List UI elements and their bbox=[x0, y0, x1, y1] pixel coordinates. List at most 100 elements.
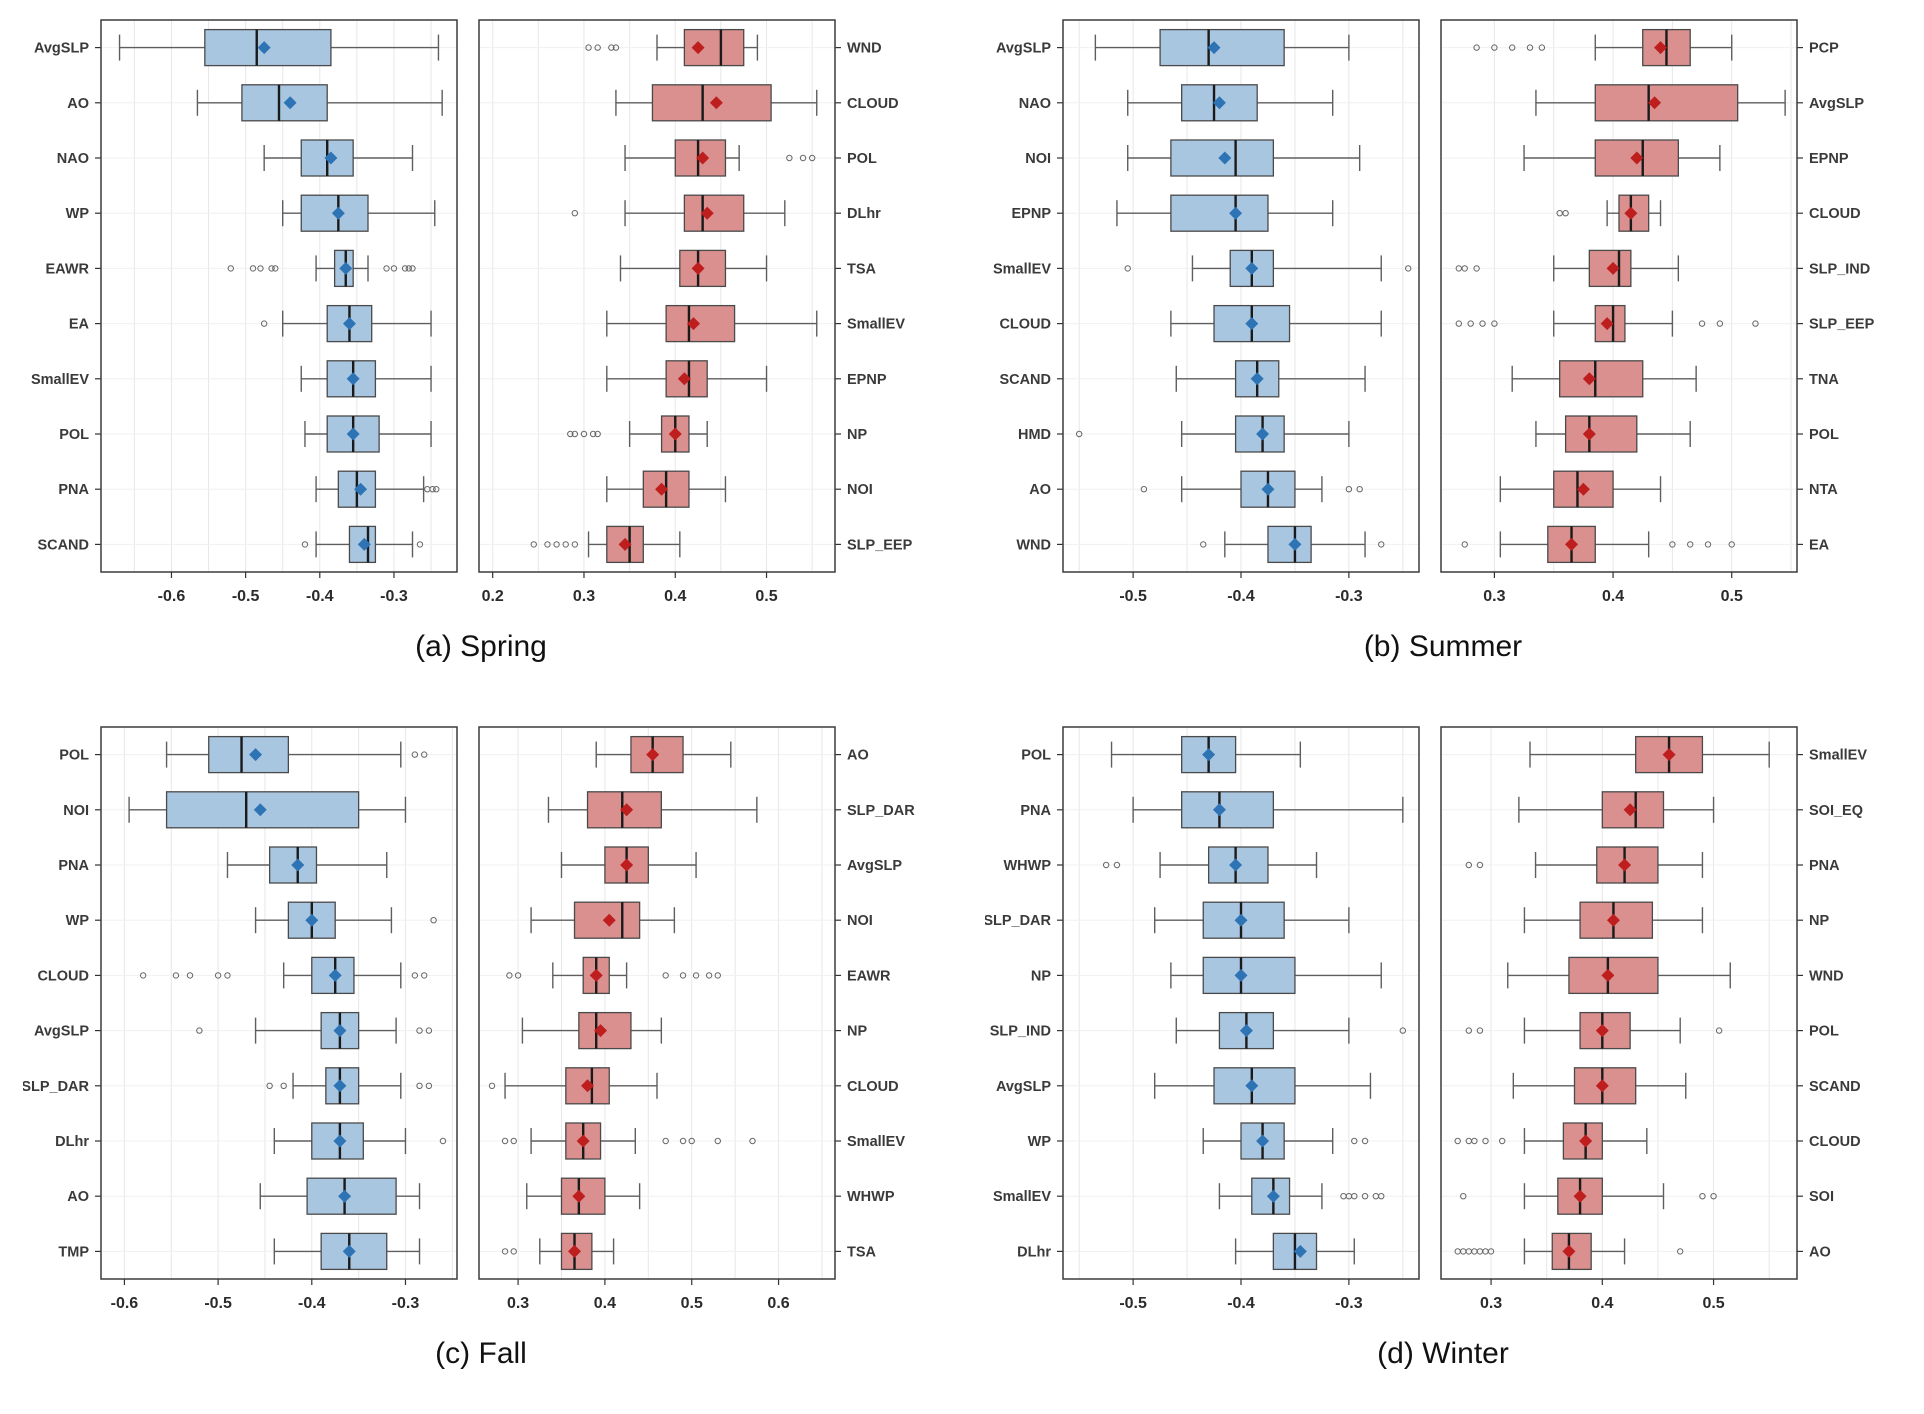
mean-diamond-marker bbox=[253, 803, 267, 817]
mean-diamond-marker bbox=[602, 913, 616, 927]
row-label: DLhr bbox=[55, 1134, 89, 1150]
box-row-TMP: TMP bbox=[58, 1232, 457, 1271]
mean-diamond-marker bbox=[1293, 1244, 1307, 1258]
x-tick-label: -0.3 bbox=[392, 1295, 420, 1312]
outlier-point bbox=[1526, 44, 1534, 51]
row-label: CLOUD bbox=[37, 968, 89, 984]
mean-diamond-marker bbox=[1218, 151, 1232, 165]
outlier-point bbox=[510, 1248, 517, 1255]
outlier-point bbox=[1498, 1137, 1506, 1145]
row-label: SCAND bbox=[1809, 1079, 1861, 1095]
fall-negative-plot: POL NOI PNA WP CLOUD AvgSLP SLP_DAR DLhr AO TMP -0… bbox=[23, 726, 458, 1312]
row-label: TMP bbox=[58, 1244, 89, 1260]
mean-diamond-marker bbox=[291, 858, 305, 872]
row-label: DLhr bbox=[1017, 1244, 1051, 1260]
box-row-WHWP: WHWP bbox=[479, 1177, 895, 1215]
box-row-SLP_EEP: SLP_EEP bbox=[479, 525, 913, 564]
mean-diamond-marker bbox=[1601, 968, 1615, 982]
row-label: CLOUD bbox=[847, 96, 899, 112]
box-row-SmallEV: SmallEV bbox=[31, 360, 457, 398]
outlier-point bbox=[679, 972, 687, 979]
mean-diamond-marker bbox=[1212, 96, 1226, 110]
iqr-box bbox=[683, 194, 745, 232]
x-axis: 0.3 0.4 0.5 bbox=[1483, 572, 1743, 605]
row-label: PCP bbox=[1809, 41, 1839, 57]
row-label: WND bbox=[1016, 537, 1051, 553]
row-label: EPNP bbox=[1012, 206, 1052, 222]
row-label: WND bbox=[847, 41, 882, 57]
iqr-box bbox=[630, 735, 684, 774]
box-row-AvgSLP: AvgSLP bbox=[996, 1067, 1419, 1105]
outlier-point bbox=[1455, 265, 1462, 272]
mean-diamond-marker bbox=[1623, 803, 1637, 817]
row-label: NP bbox=[847, 1024, 867, 1040]
mean-diamond-marker bbox=[1234, 913, 1248, 927]
outlier-point bbox=[562, 541, 569, 548]
box-row-SLP_IND: SLP_IND bbox=[990, 1011, 1419, 1050]
box-row-NOI: NOI bbox=[1025, 139, 1419, 177]
outlier-point bbox=[301, 541, 309, 548]
outlier-point bbox=[227, 265, 234, 272]
mean-diamond-marker bbox=[338, 1189, 352, 1203]
mean-diamond-marker bbox=[691, 261, 705, 275]
outlier-point bbox=[1465, 1027, 1473, 1034]
mean-diamond-marker bbox=[687, 317, 701, 331]
mean-diamond-marker bbox=[691, 41, 705, 55]
row-label: SLP_DAR bbox=[23, 1079, 90, 1095]
mean-diamond-marker bbox=[1600, 317, 1614, 331]
outlier-point bbox=[390, 265, 398, 272]
outlier-point bbox=[1704, 541, 1712, 548]
box-row-AO: AO bbox=[1441, 1232, 1831, 1271]
box-row-SLP_DAR: SLP_DAR bbox=[985, 901, 1419, 939]
mean-diamond-marker bbox=[1207, 41, 1221, 55]
outlier-point bbox=[608, 44, 615, 51]
outlier-point bbox=[1405, 265, 1412, 272]
x-tick-label: 0.4 bbox=[664, 588, 686, 605]
outlier-point bbox=[1455, 320, 1462, 327]
outlier-point bbox=[430, 917, 437, 924]
row-label: TSA bbox=[847, 1244, 877, 1260]
row-label: AvgSLP bbox=[34, 41, 89, 57]
outlier-point bbox=[416, 541, 424, 548]
row-label: PNA bbox=[1020, 803, 1051, 819]
mean-diamond-marker bbox=[572, 1189, 586, 1203]
outlier-point bbox=[257, 265, 264, 272]
mean-diamond-marker bbox=[1229, 206, 1243, 220]
box-row-TNA: TNA bbox=[1441, 360, 1839, 398]
outlier-point bbox=[544, 541, 551, 548]
outlier-point bbox=[1465, 861, 1473, 869]
row-label: PNA bbox=[1809, 858, 1840, 874]
outlier-point bbox=[1200, 541, 1207, 548]
row-label: NP bbox=[847, 427, 867, 443]
outlier-point bbox=[1345, 486, 1353, 493]
summer-positive-plot: PCP AvgSLP EPNP CLOUD SLP_IND SLP_EEP TNA POL NT… bbox=[1440, 19, 1875, 605]
outlier-point bbox=[1460, 1193, 1467, 1200]
outlier-point bbox=[1487, 1248, 1495, 1255]
mean-diamond-marker bbox=[333, 1134, 347, 1148]
mean-diamond-marker bbox=[1606, 261, 1620, 275]
row-label: DLhr bbox=[847, 206, 881, 222]
outlier-point bbox=[571, 210, 579, 217]
iqr-box bbox=[560, 1177, 606, 1215]
outlier-point bbox=[1482, 1137, 1489, 1145]
outlier-point bbox=[1562, 210, 1569, 217]
mean-diamond-marker bbox=[354, 482, 368, 496]
mean-diamond-marker bbox=[1256, 1134, 1270, 1148]
iqr-box bbox=[1559, 360, 1644, 398]
row-label: NP bbox=[1031, 968, 1051, 984]
row-label: WP bbox=[66, 206, 90, 222]
x-tick-label: 0.4 bbox=[594, 1295, 616, 1312]
mean-diamond-marker bbox=[1234, 968, 1248, 982]
box-row-POL: POL bbox=[1441, 1011, 1839, 1050]
outlier-point bbox=[530, 541, 537, 548]
outlier-point bbox=[1716, 320, 1724, 327]
outlier-point bbox=[1476, 861, 1484, 869]
x-tick-label: 0.5 bbox=[755, 588, 777, 605]
outlier-point bbox=[1356, 486, 1363, 493]
row-label: CLOUD bbox=[999, 317, 1051, 333]
x-tick-label: -0.6 bbox=[111, 1295, 139, 1312]
box-row-AO: AO bbox=[479, 735, 869, 774]
row-label: NAO bbox=[57, 151, 89, 167]
row-label: SmallEV bbox=[847, 317, 905, 333]
